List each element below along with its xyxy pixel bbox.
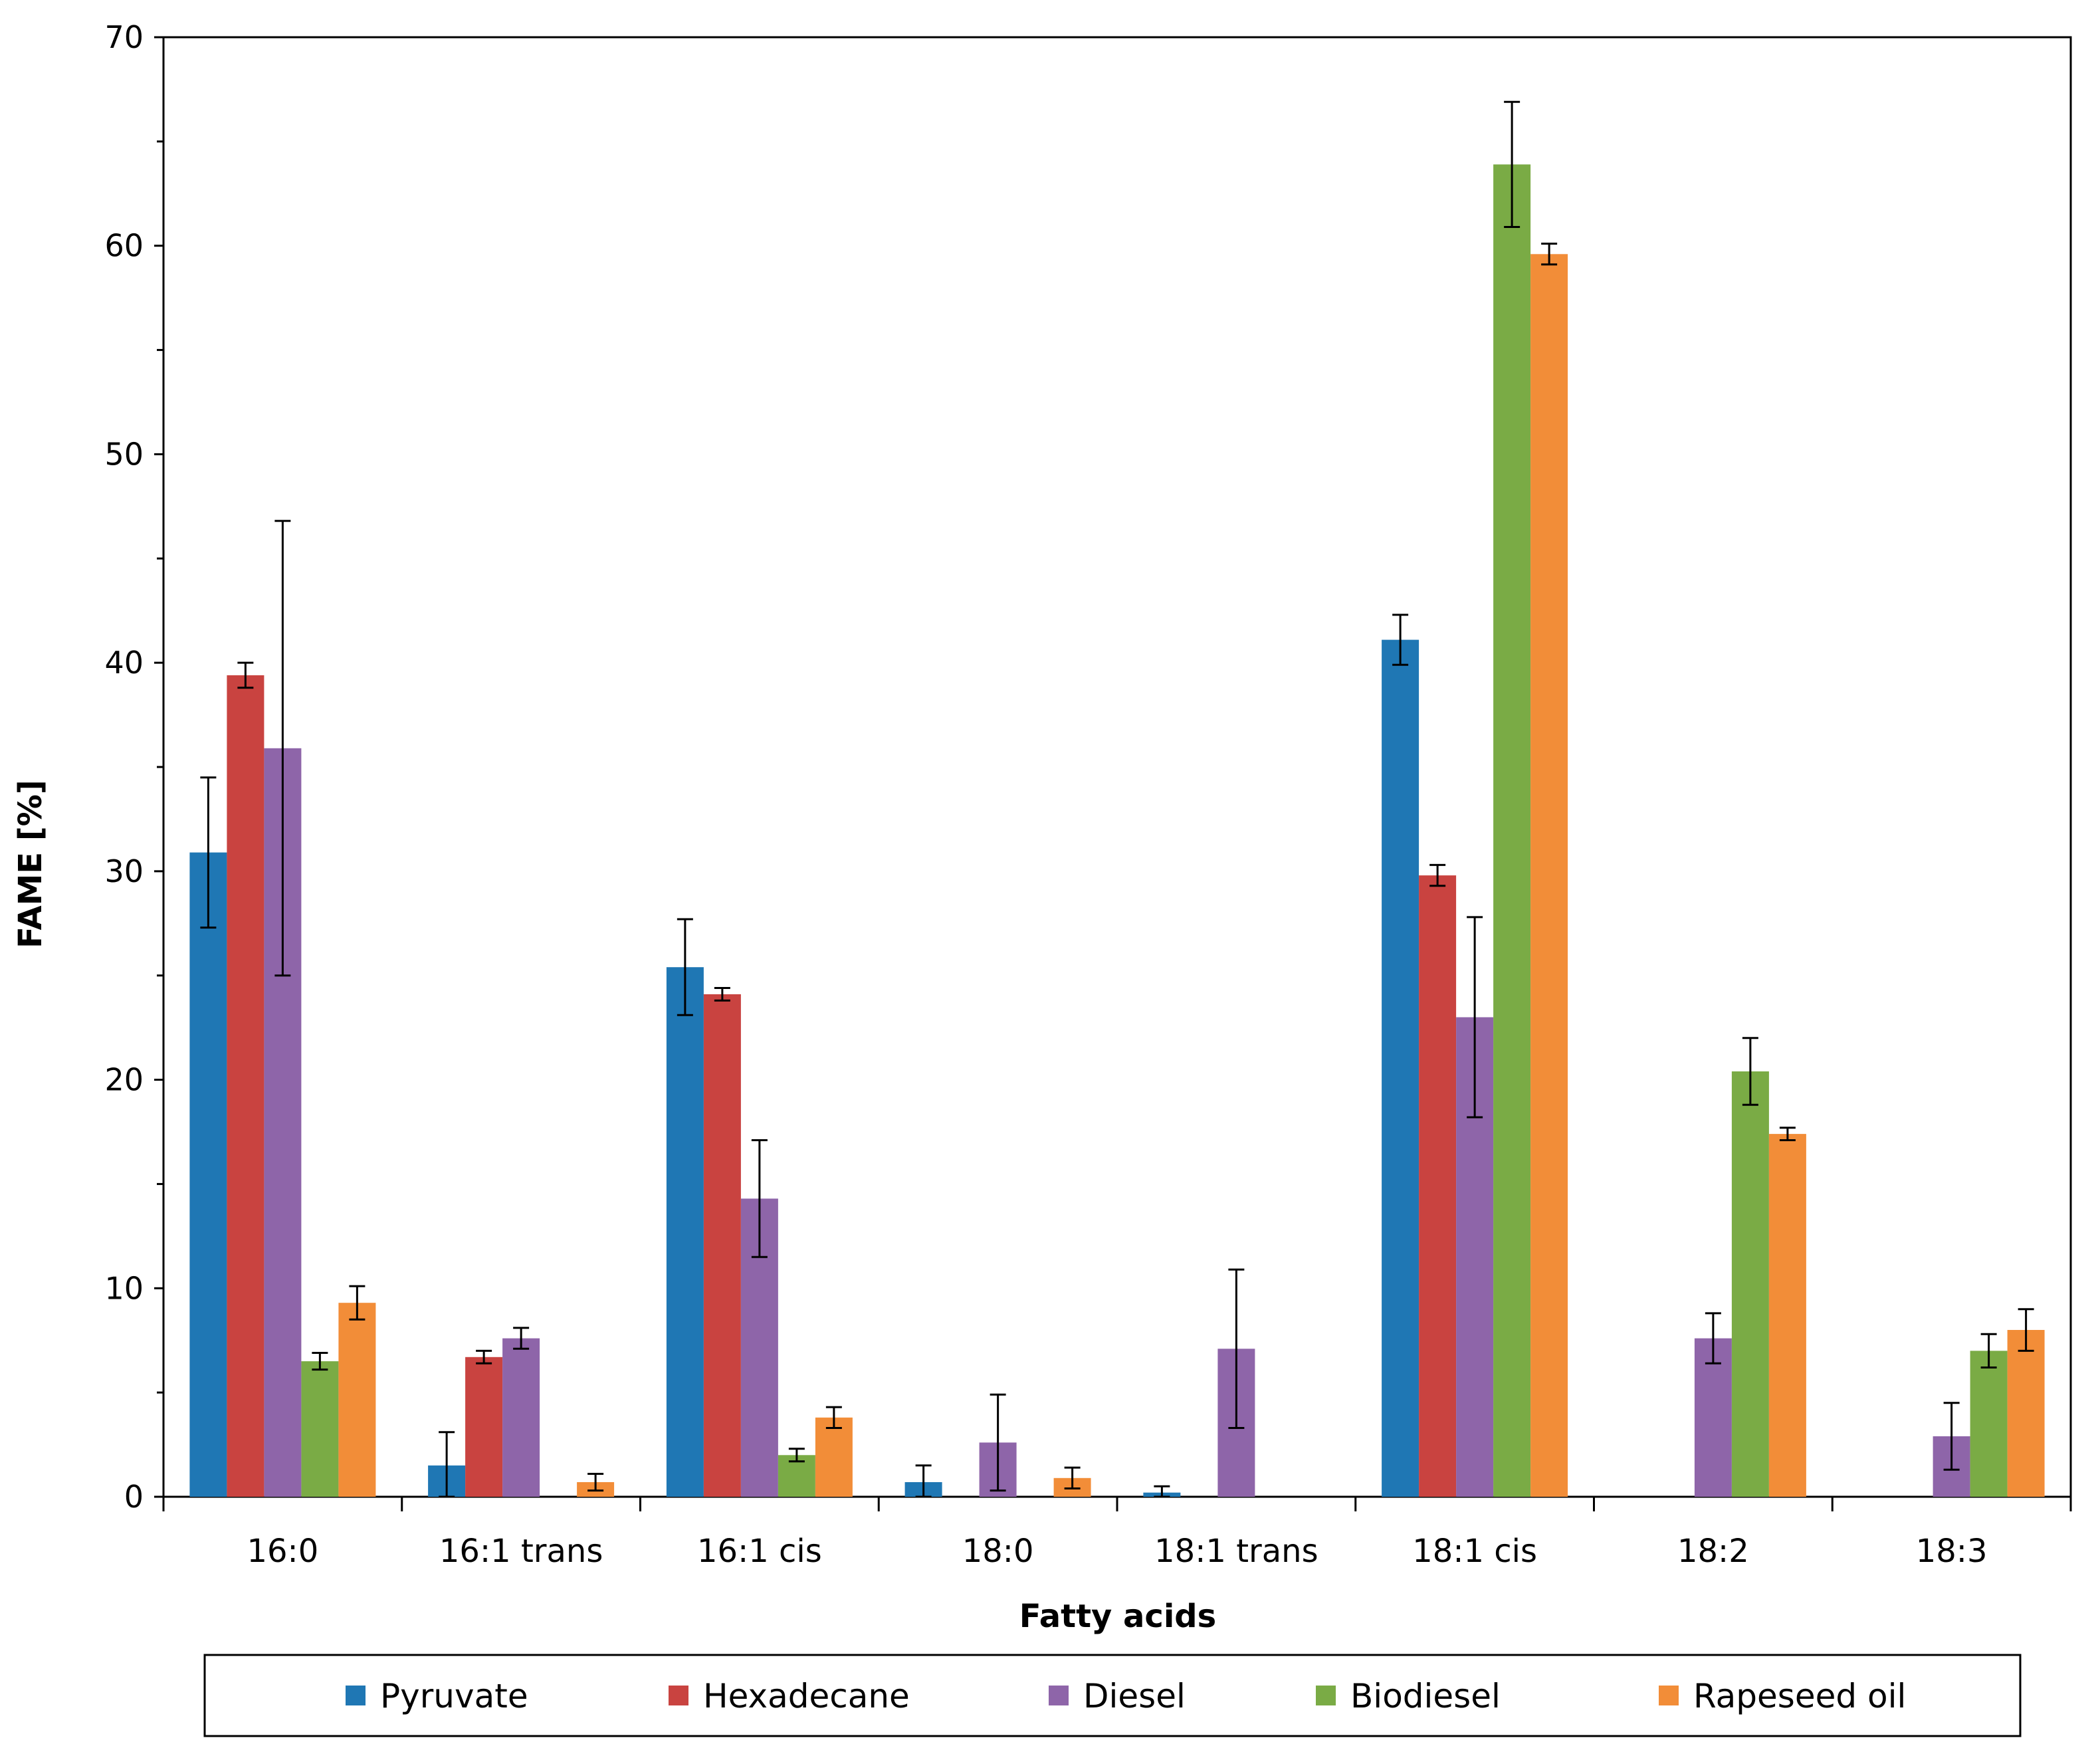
bar-biodiesel-8 <box>1970 1351 2008 1497</box>
y-axis-title: FAME [%] <box>12 780 49 948</box>
error-bar-rapeseed-oil-8 <box>2018 1308 2034 1352</box>
error-bar-pyruvate-6 <box>1392 613 1409 666</box>
x-category-label: 16:1 trans <box>439 1533 603 1570</box>
legend-item-biodiesel: Biodiesel <box>1316 1677 1501 1715</box>
bar-biodiesel-7 <box>1731 1071 1769 1497</box>
bar-diesel-2 <box>502 1338 540 1497</box>
error-bar-hexadecane-6 <box>1429 863 1446 887</box>
error-bar-rapeseed-oil-3 <box>825 1406 842 1429</box>
error-bar-rapeseed-oil-1 <box>349 1285 366 1321</box>
error-bar-diesel-3 <box>751 1139 768 1258</box>
error-bar-diesel-4 <box>990 1393 1006 1492</box>
legend-item-rapeseed-oil: Rapeseed oil <box>1659 1677 1906 1715</box>
error-bar-biodiesel-8 <box>1980 1333 1997 1368</box>
y-tick-label: 0 <box>124 1479 144 1515</box>
x-category-label: 18:1 trans <box>1154 1533 1318 1570</box>
bar-series-group <box>189 164 2045 1497</box>
bar-diesel-7 <box>1694 1338 1732 1497</box>
bar-rapeseed-oil-6 <box>1530 254 1568 1497</box>
bar-biodiesel-6 <box>1493 164 1531 1497</box>
error-bar-pyruvate-1 <box>200 776 217 929</box>
error-bar-hexadecane-2 <box>476 1349 492 1365</box>
error-bar-diesel-2 <box>513 1327 530 1350</box>
legend-swatch-rapeseed-oil <box>1659 1686 1679 1705</box>
legend-swatch-hexadecane <box>669 1686 688 1705</box>
error-bar-pyruvate-3 <box>677 918 693 1016</box>
bar-pyruvate-3 <box>666 967 704 1497</box>
y-tick-label: 50 <box>104 436 144 472</box>
bar-pyruvate-6 <box>1382 639 1419 1497</box>
legend-label-diesel: Diesel <box>1083 1677 1186 1715</box>
error-bar-group <box>200 100 2034 1498</box>
error-bar-biodiesel-1 <box>312 1352 328 1371</box>
bar-pyruvate-1 <box>189 852 227 1497</box>
y-tick-label: 70 <box>104 19 144 55</box>
error-bar-pyruvate-2 <box>439 1431 455 1498</box>
error-bar-pyruvate-4 <box>915 1464 932 1498</box>
legend-swatch-pyruvate <box>346 1686 366 1705</box>
error-bar-hexadecane-1 <box>237 661 254 689</box>
error-bar-hexadecane-3 <box>714 987 730 1002</box>
error-bar-biodiesel-7 <box>1742 1037 1758 1106</box>
error-bar-pyruvate-5 <box>1154 1485 1170 1498</box>
y-tick-label: 10 <box>104 1270 144 1306</box>
legend-label-biodiesel: Biodiesel <box>1350 1677 1501 1715</box>
legend-box <box>203 1654 2022 1737</box>
axes-group: 0 10 20 30 40 50 60 70 16:0 16:1 trans 16:1 cis 18:… <box>104 19 2072 1570</box>
legend-item-pyruvate: Pyruvate <box>346 1677 528 1715</box>
error-bar-rapeseed-oil-2 <box>587 1473 604 1492</box>
bar-rapeseed-oil-3 <box>815 1417 853 1497</box>
legend-swatch-diesel <box>1049 1686 1069 1705</box>
bar-hexadecane-2 <box>465 1357 503 1497</box>
error-bar-diesel-6 <box>1467 916 1483 1119</box>
bar-hexadecane-1 <box>227 675 264 1497</box>
error-bar-rapeseed-oil-7 <box>1779 1127 1796 1141</box>
error-bar-biodiesel-3 <box>788 1448 805 1463</box>
error-bar-biodiesel-6 <box>1504 100 1521 228</box>
y-tick-label: 30 <box>104 853 144 889</box>
y-tick-label: 60 <box>104 228 144 264</box>
legend-item-diesel: Diesel <box>1049 1677 1186 1715</box>
bar-hexadecane-3 <box>703 994 741 1497</box>
x-category-label: 18:1 cis <box>1412 1533 1537 1570</box>
bar-rapeseed-oil-8 <box>2007 1330 2045 1497</box>
error-bar-rapeseed-oil-6 <box>1541 243 1558 266</box>
bar-hexadecane-6 <box>1419 875 1457 1497</box>
error-bar-diesel-7 <box>1705 1312 1721 1365</box>
x-category-label: 18:0 <box>962 1533 1034 1570</box>
legend-label-pyruvate: Pyruvate <box>380 1677 528 1715</box>
legend-label-rapeseed-oil: Rapeseed oil <box>1693 1677 1906 1715</box>
x-axis-title: Fatty acids <box>1019 1598 1216 1635</box>
legend: Pyruvate Hexadecane Diesel Biodiesel Rapesee… <box>203 1654 2022 1737</box>
y-tick-label: 40 <box>104 645 144 681</box>
y-tick-label: 20 <box>104 1062 144 1098</box>
x-category-label: 16:0 <box>247 1533 318 1570</box>
error-bar-rapeseed-oil-4 <box>1064 1466 1081 1489</box>
x-category-label: 16:1 cis <box>697 1533 822 1570</box>
legend-item-hexadecane: Hexadecane <box>669 1677 910 1715</box>
error-bar-diesel-5 <box>1228 1268 1245 1429</box>
legend-label-hexadecane: Hexadecane <box>703 1677 910 1715</box>
error-bar-diesel-8 <box>1943 1402 1960 1471</box>
x-category-label: 18:2 <box>1677 1533 1749 1570</box>
x-category-label: 18:3 <box>1916 1533 1988 1570</box>
bar-rapeseed-oil-7 <box>1768 1134 1806 1497</box>
bar-rapeseed-oil-1 <box>338 1303 376 1497</box>
bar-biodiesel-1 <box>301 1361 339 1497</box>
error-bar-diesel-1 <box>274 520 291 977</box>
legend-swatch-biodiesel <box>1316 1686 1336 1705</box>
